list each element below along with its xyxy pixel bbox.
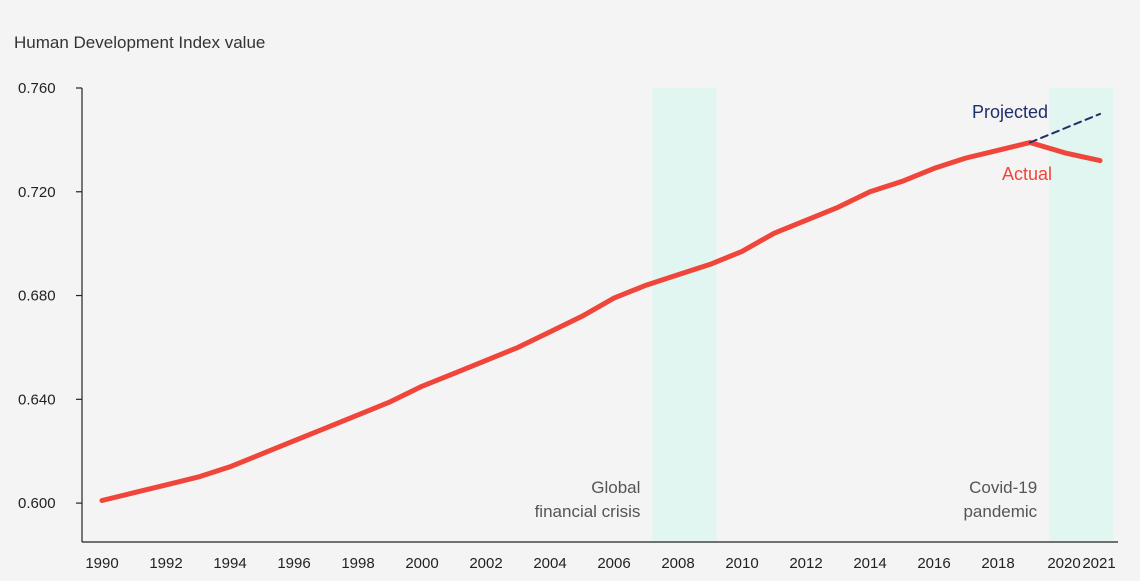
period-annotation-1-line-1: Global [591,478,640,497]
period-annotation-2-line-2: pandemic [963,502,1037,521]
y-tick-label: 0.600 [18,495,56,512]
x-tick-label: 2012 [789,555,822,572]
series-labels: Projected Actual [972,102,1052,184]
shaded-periods [652,88,1114,542]
x-tick-label: 1992 [149,555,182,572]
shaded-period-2 [1049,88,1114,542]
x-tick-label: 2004 [533,555,566,572]
x-tick-label: 2002 [469,555,502,572]
y-axis-ticks: 0.600 0.640 0.680 0.720 0.760 [18,80,82,512]
x-tick-label: 2008 [661,555,694,572]
period-annotation-1-line-2: financial crisis [535,502,641,521]
x-tick-label: 2021 [1082,555,1115,572]
y-tick-label: 0.760 [18,80,56,97]
series-label-projected: Projected [972,102,1048,122]
x-tick-label: 1996 [277,555,310,572]
x-tick-label: 2014 [853,555,886,572]
x-tick-label: 2020 [1047,555,1080,572]
x-tick-label: 1990 [85,555,118,572]
y-axis-title: Human Development Index value [14,33,265,52]
shaded-period-1 [652,88,717,542]
x-tick-label: 2016 [917,555,950,572]
y-tick-label: 0.640 [18,391,56,408]
x-axis-ticks: 1990 1992 1994 1996 1998 2000 2002 2004 2006 2008… [85,555,1115,572]
period-annotations: Global financial crisis Covid-19 pandemic [535,478,1038,521]
series-lines [99,112,1103,503]
x-tick-label: 1998 [341,555,374,572]
x-tick-label: 2006 [597,555,630,572]
y-tick-label: 0.680 [18,288,56,305]
period-annotation-2-line-1: Covid-19 [969,478,1037,497]
y-tick-label: 0.720 [18,184,56,201]
x-tick-label: 2000 [405,555,438,572]
x-tick-label: 2010 [725,555,758,572]
x-tick-label: 1994 [213,555,246,572]
series-line-actual [99,140,1103,503]
series-line-projected [1029,112,1101,144]
x-tick-label: 2018 [981,555,1014,572]
series-label-actual: Actual [1002,164,1052,184]
